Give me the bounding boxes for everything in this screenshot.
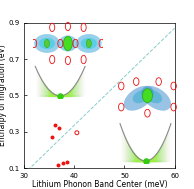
Point bbox=[65, 160, 68, 163]
Ellipse shape bbox=[59, 36, 77, 52]
Ellipse shape bbox=[76, 34, 102, 53]
X-axis label: Lithium Phonon Band Center (meV): Lithium Phonon Band Center (meV) bbox=[32, 180, 167, 189]
Point bbox=[57, 163, 60, 166]
Y-axis label: Enthalpy of migration (eV): Enthalpy of migration (eV) bbox=[0, 45, 7, 146]
Point bbox=[144, 160, 147, 163]
Point bbox=[59, 94, 62, 97]
Circle shape bbox=[142, 89, 152, 103]
Ellipse shape bbox=[141, 86, 171, 111]
Circle shape bbox=[86, 39, 91, 48]
Ellipse shape bbox=[62, 38, 74, 49]
Ellipse shape bbox=[145, 90, 162, 103]
Ellipse shape bbox=[34, 34, 60, 53]
Ellipse shape bbox=[124, 86, 154, 111]
Circle shape bbox=[44, 39, 49, 48]
Ellipse shape bbox=[81, 38, 97, 49]
Point bbox=[58, 127, 61, 130]
Point bbox=[75, 131, 78, 134]
Point bbox=[62, 161, 65, 164]
Ellipse shape bbox=[133, 90, 150, 103]
Point bbox=[54, 123, 57, 126]
Circle shape bbox=[63, 36, 72, 51]
Point bbox=[50, 136, 53, 139]
Ellipse shape bbox=[39, 38, 55, 49]
